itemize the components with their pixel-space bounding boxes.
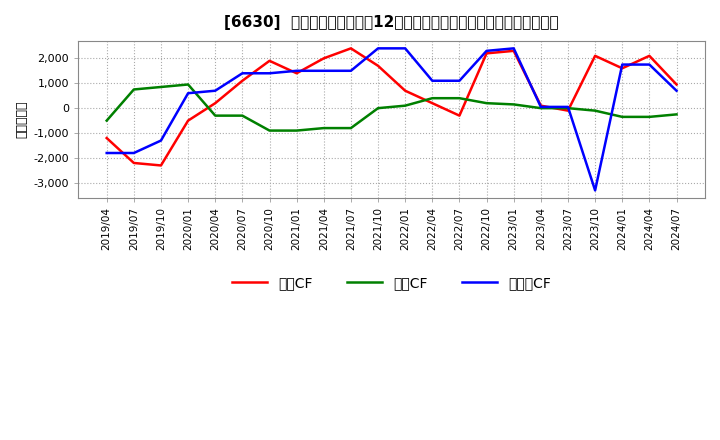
営業CF: [401, 88, 410, 93]
フリーCF: [455, 78, 464, 84]
投資CF: [536, 106, 545, 111]
投資CF: [320, 125, 328, 131]
営業CF: [509, 48, 518, 54]
営業CF: [564, 108, 572, 113]
投資CF: [618, 114, 626, 120]
営業CF: [184, 118, 192, 123]
営業CF: [482, 51, 491, 56]
営業CF: [346, 46, 355, 51]
フリーCF: [482, 48, 491, 54]
営業CF: [211, 100, 220, 106]
投資CF: [645, 114, 654, 120]
フリーCF: [211, 88, 220, 93]
フリーCF: [157, 138, 166, 143]
フリーCF: [672, 88, 681, 93]
投資CF: [591, 108, 600, 113]
営業CF: [428, 100, 436, 106]
フリーCF: [591, 188, 600, 193]
営業CF: [455, 113, 464, 118]
投資CF: [564, 106, 572, 111]
フリーCF: [536, 104, 545, 110]
フリーCF: [618, 62, 626, 67]
Legend: 営業CF, 投資CF, フリーCF: 営業CF, 投資CF, フリーCF: [227, 271, 557, 296]
フリーCF: [564, 104, 572, 110]
投資CF: [374, 106, 382, 111]
フリーCF: [130, 150, 138, 156]
Line: 投資CF: 投資CF: [107, 84, 677, 131]
営業CF: [672, 82, 681, 87]
投資CF: [238, 113, 247, 118]
フリーCF: [320, 68, 328, 73]
投資CF: [184, 82, 192, 87]
営業CF: [130, 160, 138, 165]
営業CF: [238, 78, 247, 84]
投資CF: [509, 102, 518, 107]
投資CF: [265, 128, 274, 133]
フリーCF: [401, 46, 410, 51]
投資CF: [130, 87, 138, 92]
投資CF: [428, 95, 436, 101]
フリーCF: [645, 62, 654, 67]
投資CF: [157, 84, 166, 90]
営業CF: [536, 103, 545, 108]
投資CF: [102, 118, 111, 123]
投資CF: [455, 95, 464, 101]
営業CF: [292, 71, 301, 76]
投資CF: [401, 103, 410, 108]
Line: 営業CF: 営業CF: [107, 48, 677, 165]
営業CF: [265, 58, 274, 63]
Y-axis label: （百万円）: （百万円）: [15, 101, 28, 138]
Title: [6630]  キャッシュフローの12か月移動合計の対前年同期増減額の推移: [6630] キャッシュフローの12か月移動合計の対前年同期増減額の推移: [225, 15, 559, 30]
営業CF: [320, 56, 328, 61]
営業CF: [102, 136, 111, 141]
営業CF: [374, 63, 382, 69]
営業CF: [618, 66, 626, 71]
投資CF: [672, 112, 681, 117]
営業CF: [591, 53, 600, 59]
フリーCF: [265, 71, 274, 76]
フリーCF: [346, 68, 355, 73]
フリーCF: [292, 68, 301, 73]
投資CF: [292, 128, 301, 133]
投資CF: [482, 100, 491, 106]
フリーCF: [509, 46, 518, 51]
投資CF: [346, 125, 355, 131]
投資CF: [211, 113, 220, 118]
営業CF: [645, 53, 654, 59]
フリーCF: [238, 71, 247, 76]
フリーCF: [428, 78, 436, 84]
営業CF: [157, 163, 166, 168]
Line: フリーCF: フリーCF: [107, 48, 677, 191]
フリーCF: [374, 46, 382, 51]
フリーCF: [184, 91, 192, 96]
フリーCF: [102, 150, 111, 156]
